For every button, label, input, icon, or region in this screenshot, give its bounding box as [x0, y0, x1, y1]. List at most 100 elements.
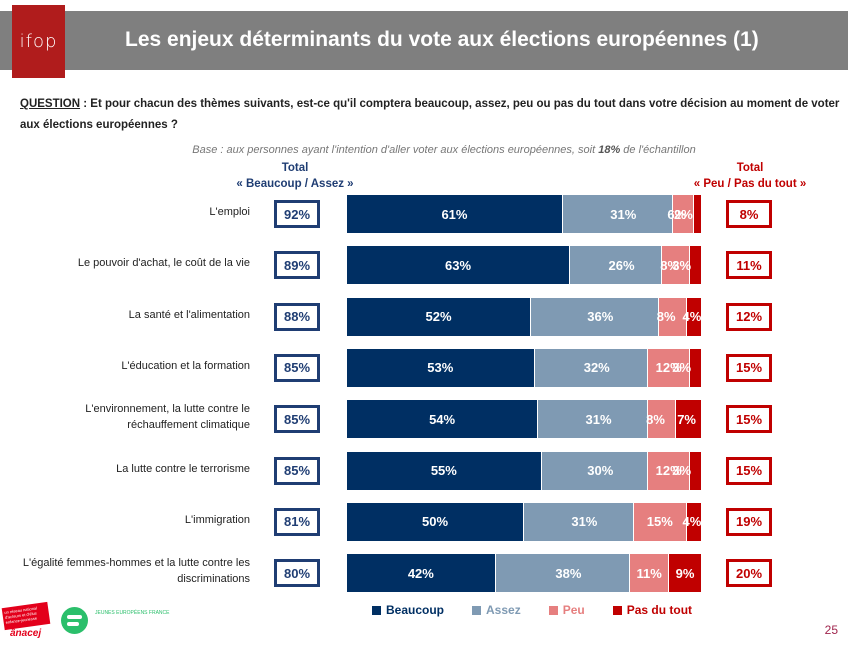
base-suffix: de l'échantillon [620, 144, 696, 156]
bar-value-label: 31% [610, 206, 637, 222]
bar-segment-peu: 12% [647, 348, 691, 387]
total-positive-box: 85% [274, 353, 320, 382]
total-negative-box: 11% [726, 251, 772, 280]
legend-label-beaucoup: Beaucoup [386, 603, 445, 617]
page-number: 25 [824, 623, 838, 637]
bar-value-label: 4% [682, 309, 702, 325]
bar-value-label: 8% [660, 257, 680, 273]
total-positive-box: 92% [274, 200, 320, 228]
bar-value-label: 26% [608, 257, 635, 273]
bar-value-label: 36% [587, 309, 614, 325]
bar-segment-beaucoup: 63% [347, 246, 571, 285]
bar-value-label: 8% [646, 411, 665, 427]
total-positive-header-line1: Total [281, 162, 309, 174]
bar-value-label: 63% [444, 257, 472, 273]
bar-value-label: 42% [407, 565, 434, 581]
total-negative-box: 8% [726, 200, 772, 228]
bar-segment-beaucoup: 52% [347, 297, 532, 336]
bar-segment-peu: 11% [630, 554, 670, 593]
legend-item-beaucoup: Beaucoup [372, 603, 444, 617]
category-label: La santé et l'alimentation [128, 308, 250, 321]
total-negative-header-line1: Total [736, 162, 764, 174]
total-negative-box: 12% [726, 302, 772, 331]
total-negative-box: 15% [726, 405, 772, 434]
total-positive-header: Total « Beaucoup / Assez » [210, 160, 380, 192]
bar-segment-pas-du-tout: 3% [672, 451, 701, 490]
bar-segment-pas-du-tout: 3% [672, 246, 701, 285]
bar-value-label: 9% [675, 565, 695, 581]
anacej-banner: un réseau national d'acteurs et d'élus e… [1, 601, 51, 631]
bar-segment-assez: 32% [534, 348, 648, 387]
category-label: L'emploi [209, 206, 250, 218]
page-title: Les enjeux déterminants du vote aux élec… [125, 28, 759, 51]
bar-segment-peu: 12% [647, 451, 691, 490]
legend-item-peu: Peu [548, 603, 585, 617]
bar-value-label: 31% [571, 514, 598, 530]
category-label: L'environnement, la lutte contre le réch… [85, 403, 250, 432]
bar-value-label: 6% [667, 206, 687, 222]
category-label: L'éducation et la formation [121, 359, 250, 372]
bar-segment-pas-du-tout: 2% [674, 195, 701, 233]
total-negative-box: 20% [726, 559, 772, 588]
legend-swatch-peu [548, 605, 558, 615]
bar-segment-beaucoup: 55% [347, 451, 542, 490]
bar-segment-beaucoup: 42% [347, 554, 496, 593]
total-positive-box: 80% [274, 559, 320, 588]
legend-label-pas-du-tout: Pas du tout [626, 603, 693, 617]
bar-value-label: 55% [430, 463, 457, 478]
bar-segment-peu: 8% [646, 400, 677, 439]
bar-segment-pas-du-tout: 3% [672, 348, 701, 387]
legend-swatch-assez [472, 605, 482, 615]
bar-value-label: 52% [425, 309, 452, 325]
base-note: Base : aux personnes ayant l'intention d… [0, 144, 848, 156]
question-text: QUESTION : Et pour chacun des thèmes sui… [20, 94, 840, 136]
bar-segment-assez: 31% [524, 502, 634, 541]
total-negative-header: Total « Peu / Pas du tout » [675, 160, 825, 192]
bar-segment-beaucoup: 54% [347, 400, 539, 439]
legend-item-assez: Assez [472, 603, 521, 617]
bar-value-label: 54% [429, 411, 456, 427]
bar-segment-peu: 8% [657, 297, 687, 336]
bar-value-label: 2% [674, 206, 693, 222]
bar-segment-assez: 38% [495, 554, 631, 593]
jef-logo-text: JEUNES EUROPÉENS FRANCE [95, 610, 170, 616]
bar-value-label: 38% [555, 565, 582, 581]
category-label: La lutte contre le terrorisme [116, 462, 250, 475]
base-pct: 18% [598, 144, 621, 156]
bar-segment-assez: 31% [538, 400, 648, 439]
legend-swatch-beaucoup [372, 605, 381, 615]
bar-value-label: 12% [655, 463, 682, 478]
total-positive-header-line2: « Beaucoup / Assez » [236, 178, 354, 190]
base-prefix: Base : aux personnes ayant l'intention d… [192, 144, 599, 156]
bar-value-label: 3% [672, 360, 692, 376]
question-label: QUESTION [20, 98, 81, 110]
anacej-logo: ânacej [10, 628, 42, 639]
total-negative-header-line2: « Peu / Pas du tout » [693, 178, 807, 190]
bar-segment-assez: 31% [562, 195, 673, 233]
total-positive-box: 88% [274, 302, 320, 331]
total-positive-box: 81% [274, 507, 320, 536]
bar-segment-assez: 30% [541, 451, 648, 490]
bar-segment-assez: 36% [531, 297, 659, 336]
bar-segment-pas-du-tout: 9% [669, 554, 701, 593]
jef-logo-icon [61, 607, 88, 634]
bar-segment-beaucoup: 61% [347, 195, 563, 233]
total-positive-box: 85% [274, 405, 320, 434]
bar-segment-peu: 6% [667, 195, 694, 233]
bar-value-label: 50% [421, 514, 449, 530]
bar-segment-assez: 26% [570, 246, 663, 285]
bar-value-label: 32% [583, 360, 610, 376]
bar-value-label: 31% [585, 411, 612, 427]
legend-item-pas-du-tout: Pas du tout [612, 603, 693, 617]
bar-segment-pas-du-tout: 7% [676, 400, 701, 439]
total-negative-box: 19% [726, 507, 772, 536]
bar-value-label: 7% [677, 411, 696, 427]
title-bar [0, 11, 848, 70]
ifop-logo: ifop [12, 5, 65, 78]
total-negative-box: 15% [726, 353, 772, 382]
legend-swatch-pas-du-tout [612, 605, 622, 615]
bar-value-label: 61% [441, 206, 468, 222]
total-positive-box: 89% [274, 251, 320, 280]
bar-value-label: 4% [682, 514, 702, 530]
bar-value-label: 30% [587, 463, 614, 478]
